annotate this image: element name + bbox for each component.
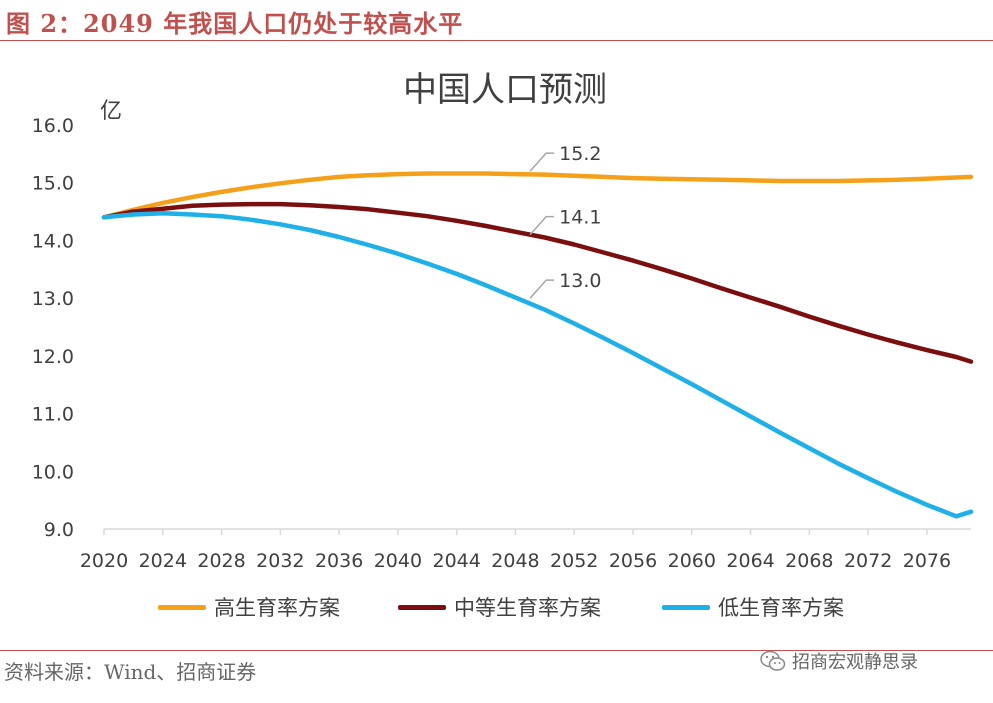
x-tick-label: 2052 [550,550,598,572]
y-axis-unit-label: 亿 [100,99,122,124]
x-tick-label: 2064 [726,550,774,572]
legend-label-mid: 中等生育率方案 [454,596,601,620]
series-lines [101,171,974,519]
x-tick-label: 2028 [197,550,245,572]
x-tick-label: 2036 [315,550,363,572]
series-line-low [101,211,974,519]
watermark: 招商宏观静思录 [760,648,918,674]
data-labels: 15.2 14.1 13.0 [529,143,601,299]
source-rule [0,650,993,651]
data-label-leader [529,279,555,299]
y-tick-label: 16.0 [32,115,74,137]
x-tick-label: 2068 [785,550,833,572]
x-tick-label: 2032 [256,550,304,572]
chart-title: 中国人口预测 [403,70,607,110]
x-tick-label: 2056 [609,550,657,572]
watermark-text: 招商宏观静思录 [792,652,918,673]
figure-caption: 图 2：2049 年我国人口仍处于较高水平 [6,9,464,38]
y-tick-label: 14.0 [32,230,74,252]
x-tick-label: 2044 [432,550,480,572]
y-tick-label: 9.0 [44,519,74,541]
y-tick-label: 11.0 [32,404,74,426]
y-tick-label: 10.0 [32,461,74,483]
y-tick-label: 12.0 [32,346,74,368]
data-label: 14.1 [559,207,601,229]
legend-item-high: 高生育率方案 [158,592,340,622]
wechat-icon [760,650,786,671]
legend-label-low: 低生育率方案 [718,596,844,620]
legend-swatch-low [662,604,710,610]
x-tick-label: 2072 [844,550,892,572]
legend-item-mid: 中等生育率方案 [398,592,601,622]
x-tick-label: 2024 [139,550,187,572]
legend-item-low: 低生育率方案 [662,592,844,622]
x-tick-label: 2020 [80,550,128,572]
data-label: 13.0 [559,270,601,292]
series-line-mid [101,201,974,364]
x-tick-label: 2060 [668,550,716,572]
x-tick-label: 2048 [491,550,539,572]
axes-group: 16.0 15.0 14.0 13.0 12.0 11.0 10.0 9.0 2020 2024 2… [32,115,971,572]
data-label: 15.2 [559,143,601,165]
y-tick-label: 13.0 [32,288,74,310]
legend-swatch-high [158,604,206,610]
series-line-high [101,171,974,220]
source-note: 资料来源：Wind、招商证券 [4,660,257,684]
data-label-leader [529,152,555,172]
legend-label-high: 高生育率方案 [214,596,340,620]
y-tick-label: 15.0 [32,173,74,195]
x-tick-label: 2040 [374,550,422,572]
x-tick-label: 2076 [903,550,951,572]
caption-rule [0,40,993,41]
legend-swatch-mid [398,604,446,610]
data-label-leader [529,215,555,236]
